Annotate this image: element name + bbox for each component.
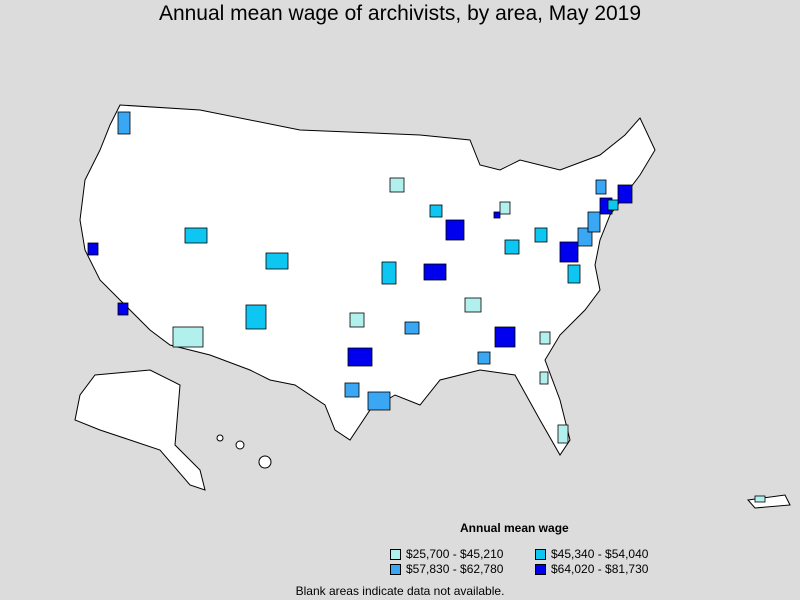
region-columbus <box>504 239 520 255</box>
region-phoenix <box>172 326 204 348</box>
region-columbia <box>539 331 551 345</box>
map-title: Annual mean wage of archivists, by area,… <box>158 2 642 25</box>
legend-item-3: $57,830 - $62,780 <box>390 562 503 576</box>
region-los-angeles <box>117 302 129 316</box>
region-madison <box>429 204 443 218</box>
puerto-rico-outline <box>747 494 791 509</box>
region-richmond <box>567 264 581 284</box>
region-minneapolis <box>389 177 405 193</box>
legend-label-4: $64,020 - $81,730 <box>551 562 649 576</box>
footnote: Blank areas indicate data not available. <box>295 584 505 598</box>
region-pittsburgh <box>534 227 548 243</box>
region-florida-east <box>557 424 569 444</box>
region-jacksonville <box>539 371 549 385</box>
puerto-rico-region <box>754 495 766 503</box>
region-san-francisco <box>87 242 99 256</box>
region-seattle <box>117 111 131 135</box>
contiguous-us-outline <box>79 104 656 456</box>
region-birmingham <box>477 351 491 365</box>
wage-regions <box>87 111 633 444</box>
region-albuquerque <box>245 304 267 330</box>
region-salt-lake <box>184 227 208 244</box>
region-new-jersey <box>587 211 601 233</box>
legend-swatch-2 <box>535 548 546 560</box>
region-nashville <box>464 297 482 313</box>
region-boston <box>617 184 633 204</box>
legend-item-1: $25,700 - $45,210 <box>390 547 503 561</box>
region-philadelphia <box>577 227 593 247</box>
legend-swatch-3 <box>390 563 401 575</box>
region-st-louis <box>423 263 447 281</box>
alaska-outline <box>74 369 206 491</box>
region-atlanta <box>494 326 516 348</box>
region-albany <box>595 179 607 195</box>
region-denver <box>265 252 289 270</box>
legend-label-1: $25,700 - $45,210 <box>406 547 504 561</box>
region-houston <box>367 391 391 411</box>
legend-label-2: $45,340 - $54,040 <box>551 547 649 561</box>
region-kansas-city <box>381 261 397 285</box>
region-oklahoma <box>349 312 365 328</box>
legend-title: Annual mean wage <box>460 521 569 535</box>
region-chicago <box>445 219 465 241</box>
legend-swatch-1 <box>390 548 401 560</box>
region-austin <box>344 382 360 398</box>
legend-item-4: $64,020 - $81,730 <box>535 562 648 576</box>
region-dc <box>559 241 579 263</box>
region-michigan <box>493 211 501 219</box>
hawaii-outline <box>216 434 272 469</box>
region-hartford <box>607 199 619 211</box>
region-fayetteville <box>404 321 420 335</box>
region-dallas <box>347 347 373 367</box>
region-detroit <box>499 201 511 215</box>
legend-label-3: $57,830 - $62,780 <box>406 562 504 576</box>
legend-swatch-4 <box>535 563 546 575</box>
legend-item-2: $45,340 - $54,040 <box>535 547 648 561</box>
